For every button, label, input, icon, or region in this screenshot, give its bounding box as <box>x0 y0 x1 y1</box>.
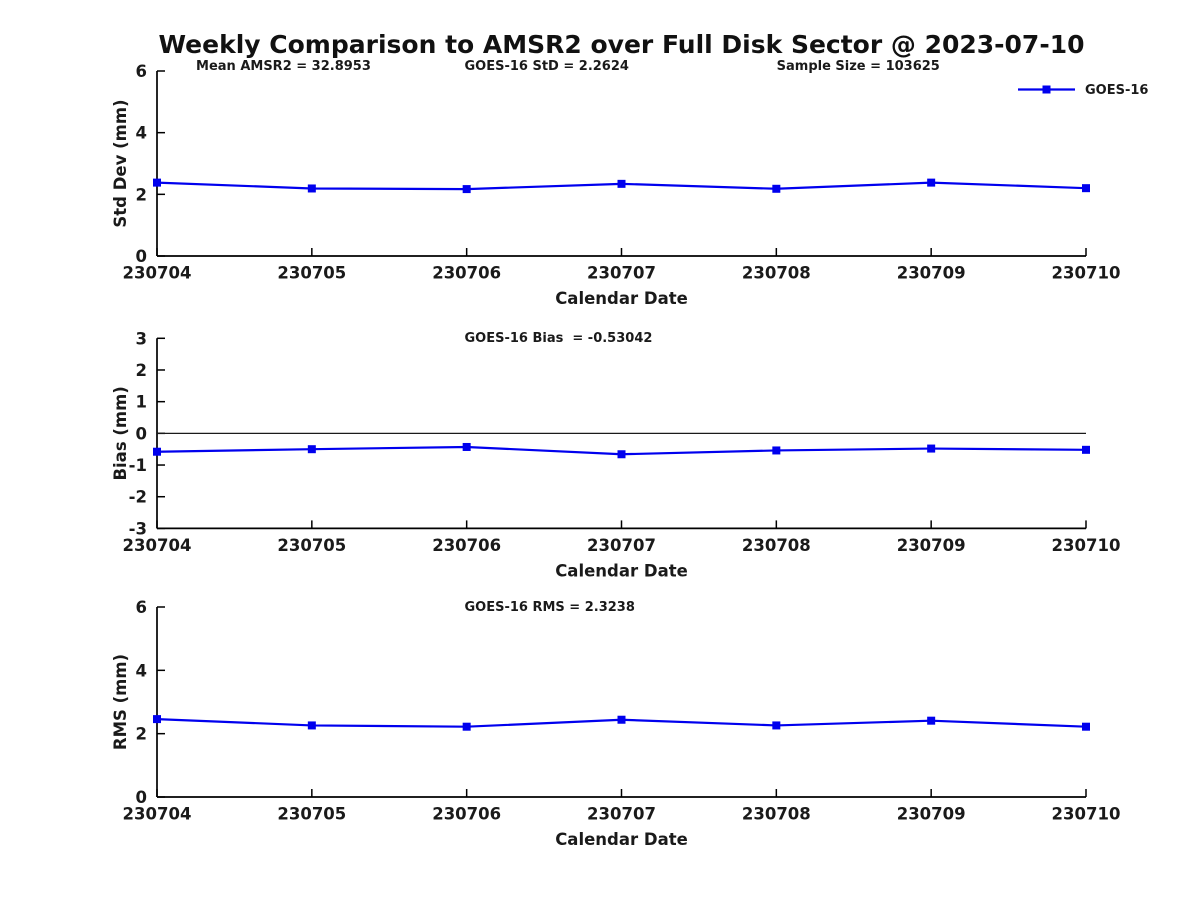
x-tick-label: 230704 <box>123 264 192 283</box>
data-point-marker <box>617 179 626 188</box>
figure-title: Weekly Comparison to AMSR2 over Full Dis… <box>158 30 1085 59</box>
annotation-text: GOES-16 Bias = -0.53042 <box>464 331 652 346</box>
y-tick-label: 1 <box>136 393 147 412</box>
legend-label: GOES-16 <box>1085 83 1148 98</box>
x-tick-label: 230709 <box>897 264 966 283</box>
data-point-marker <box>1082 722 1090 731</box>
data-point-marker <box>1082 184 1090 193</box>
y-tick-label: -2 <box>129 488 147 507</box>
y-tick-label: 0 <box>136 247 147 266</box>
data-point-marker <box>462 185 471 194</box>
subplot-bias: -3 -2 -1 0 1 2 3 230704 230705 230706 230707 230708… <box>111 329 1120 580</box>
y-tick-label: 4 <box>136 124 147 143</box>
y-tick-label: 0 <box>136 424 147 443</box>
annotation-text: GOES-16 StD = 2.2624 <box>464 59 628 74</box>
x-tick-label: 230704 <box>123 536 192 555</box>
data-point-marker <box>307 445 316 454</box>
data-point-marker <box>153 715 161 724</box>
y-tick-label: -1 <box>129 456 147 475</box>
y-tick-label: 2 <box>136 725 147 744</box>
x-tick-label: 230706 <box>432 264 501 283</box>
y-axis-label: Bias (mm) <box>111 386 130 480</box>
y-tick-label: 6 <box>136 62 147 81</box>
data-point-marker <box>772 446 781 455</box>
y-tick-label: -3 <box>129 519 147 538</box>
x-tick-label: 230706 <box>432 536 501 555</box>
annotation-text: GOES-16 RMS = 2.3238 <box>464 600 634 615</box>
x-tick-label: 230708 <box>742 805 811 824</box>
x-tick-label: 230705 <box>277 264 346 283</box>
y-axis-label: RMS (mm) <box>111 654 130 750</box>
x-tick-label: 230709 <box>897 805 966 824</box>
data-point-marker <box>772 721 781 730</box>
y-tick-label: 4 <box>136 661 147 680</box>
y-tick-label: 0 <box>136 788 147 807</box>
x-tick-label: 230707 <box>587 264 656 283</box>
x-tick-label: 230704 <box>123 805 192 824</box>
x-tick-label: 230708 <box>742 264 811 283</box>
x-tick-label: 230709 <box>897 536 966 555</box>
data-point-marker <box>927 178 936 187</box>
data-point-marker <box>772 184 781 193</box>
data-point-marker <box>307 184 316 193</box>
x-tick-label: 230710 <box>1052 536 1121 555</box>
data-point-marker <box>617 450 626 459</box>
legend-marker-sample <box>1042 85 1051 94</box>
y-tick-label: 6 <box>136 598 147 617</box>
legend: GOES-16 <box>1018 83 1148 98</box>
y-tick-label: 2 <box>136 361 147 380</box>
data-point-marker <box>462 442 471 451</box>
subplot-rms: 0 2 4 6 230704 230705 230706 230707 230708 230709… <box>111 598 1120 849</box>
x-tick-label: 230710 <box>1052 264 1121 283</box>
data-point-marker <box>153 447 161 456</box>
x-tick-label: 230705 <box>277 536 346 555</box>
x-tick-label: 230706 <box>432 805 501 824</box>
annotation-text: Sample Size = 103625 <box>777 59 940 74</box>
x-tick-label: 230707 <box>587 536 656 555</box>
data-point-marker <box>462 722 471 731</box>
data-point-marker <box>1082 445 1090 454</box>
data-point-marker <box>617 715 626 724</box>
data-point-marker <box>927 444 936 453</box>
data-point-marker <box>927 716 936 725</box>
annotation-text: Mean AMSR2 = 32.8953 <box>196 59 371 74</box>
x-tick-label: 230710 <box>1052 805 1121 824</box>
y-tick-label: 3 <box>136 329 147 348</box>
y-axis-label: Std Dev (mm) <box>111 99 130 227</box>
x-axis-label: Calendar Date <box>555 561 688 580</box>
data-point-marker <box>153 178 161 187</box>
x-tick-label: 230707 <box>587 805 656 824</box>
subplot-std-dev: 0 2 4 6 230704 230705 230706 230707 230708 230709… <box>111 59 1148 308</box>
x-tick-label: 230705 <box>277 805 346 824</box>
data-point-marker <box>307 721 316 730</box>
y-tick-label: 2 <box>136 185 147 204</box>
x-axis-label: Calendar Date <box>555 289 688 308</box>
x-tick-label: 230708 <box>742 536 811 555</box>
x-axis-label: Calendar Date <box>555 830 688 849</box>
